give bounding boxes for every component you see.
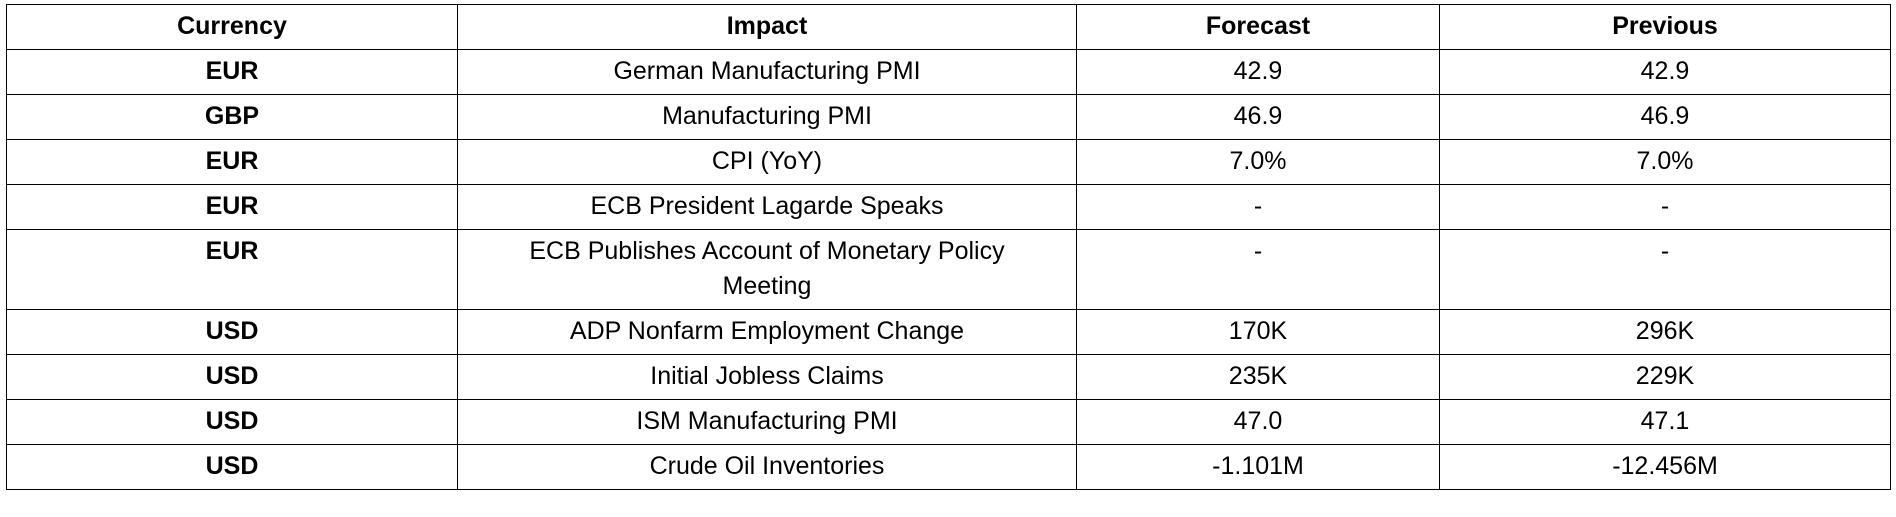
table-row: EUR CPI (YoY) 7.0% 7.0%: [6, 139, 1891, 185]
currency-cell: EUR: [6, 49, 458, 95]
previous-cell: 229K: [1439, 354, 1891, 400]
impact-cell: Crude Oil Inventories: [457, 444, 1077, 490]
table-row: GBP Manufacturing PMI 46.9 46.9: [6, 94, 1891, 140]
forecast-cell: 170K: [1076, 309, 1440, 355]
previous-cell: 7.0%: [1439, 139, 1891, 185]
previous-cell: -: [1439, 184, 1891, 230]
header-cell: Impact: [457, 4, 1077, 50]
currency-cell: EUR: [6, 184, 458, 230]
header-cell: Previous: [1439, 4, 1891, 50]
header-cell: Forecast: [1076, 4, 1440, 50]
table-row: USD ADP Nonfarm Employment Change 170K 296K: [6, 309, 1891, 355]
impact-cell: ECB President Lagarde Speaks: [457, 184, 1077, 230]
impact-cell: CPI (YoY): [457, 139, 1077, 185]
table-row: EUR German Manufacturing PMI 42.9 42.9: [6, 49, 1891, 95]
forecast-cell: 46.9: [1076, 94, 1440, 140]
table-row: USD Crude Oil Inventories -1.101M -12.456M: [6, 444, 1891, 490]
page: Currency Impact Forecast Previous EUR German…: [0, 4, 1896, 517]
currency-cell: EUR: [6, 229, 458, 310]
impact-cell: Manufacturing PMI: [457, 94, 1077, 140]
forecast-cell: 42.9: [1076, 49, 1440, 95]
table-row: EUR ECB Publishes Account of Monetary Pol…: [6, 229, 1891, 310]
table-row: USD ISM Manufacturing PMI 47.0 47.1: [6, 399, 1891, 445]
impact-cell: ISM Manufacturing PMI: [457, 399, 1077, 445]
header-row: Currency Impact Forecast Previous: [6, 4, 1891, 50]
currency-cell: USD: [6, 444, 458, 490]
table-row: USD Initial Jobless Claims 235K 229K: [6, 354, 1891, 400]
previous-cell: 42.9: [1439, 49, 1891, 95]
header-cell: Currency: [6, 4, 458, 50]
forecast-cell: 7.0%: [1076, 139, 1440, 185]
currency-cell: EUR: [6, 139, 458, 185]
impact-cell: ADP Nonfarm Employment Change: [457, 309, 1077, 355]
currency-cell: USD: [6, 309, 458, 355]
table-body: EUR German Manufacturing PMI 42.9 42.9 GBP Ma…: [6, 49, 1891, 490]
forecast-cell: -: [1076, 229, 1440, 310]
previous-cell: 47.1: [1439, 399, 1891, 445]
currency-cell: GBP: [6, 94, 458, 140]
forecast-cell: -: [1076, 184, 1440, 230]
previous-cell: -12.456M: [1439, 444, 1891, 490]
forecast-cell: 235K: [1076, 354, 1440, 400]
impact-cell: German Manufacturing PMI: [457, 49, 1077, 95]
forecast-cell: 47.0: [1076, 399, 1440, 445]
forecast-cell: -1.101M: [1076, 444, 1440, 490]
previous-cell: 46.9: [1439, 94, 1891, 140]
currency-cell: USD: [6, 399, 458, 445]
table-row: EUR ECB President Lagarde Speaks - -: [6, 184, 1891, 230]
impact-cell: ECB Publishes Account of Monetary Policy…: [457, 229, 1077, 310]
table-head: Currency Impact Forecast Previous: [6, 4, 1891, 50]
impact-cell: Initial Jobless Claims: [457, 354, 1077, 400]
currency-cell: USD: [6, 354, 458, 400]
calendar-table: Currency Impact Forecast Previous EUR German…: [6, 4, 1891, 490]
previous-cell: 296K: [1439, 309, 1891, 355]
previous-cell: -: [1439, 229, 1891, 310]
